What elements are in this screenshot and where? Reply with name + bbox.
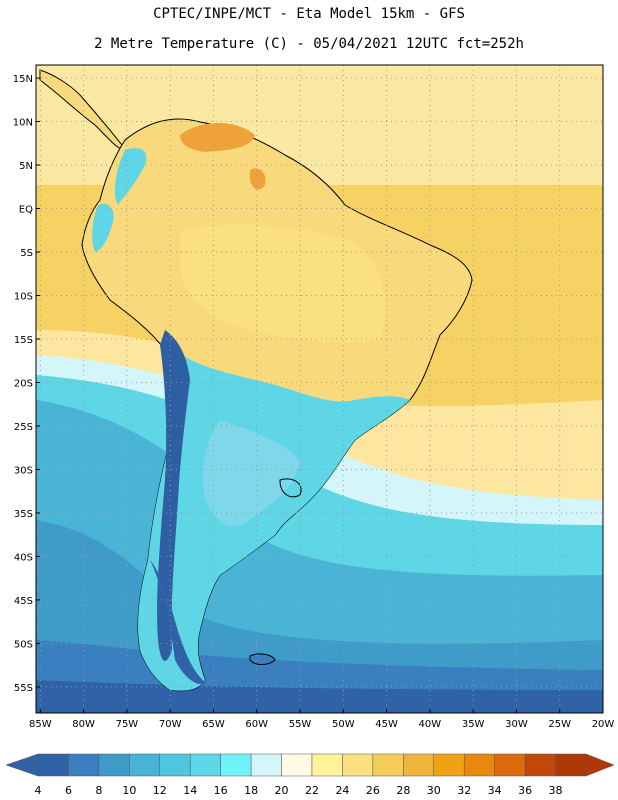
- colorbar-label: 22: [305, 784, 319, 797]
- andes-north-cool: [92, 148, 147, 252]
- venezuela-hot-area: [180, 122, 255, 152]
- latitude-label: 15S: [14, 335, 33, 346]
- colorbar-label: 20: [275, 784, 289, 797]
- latitude-label: 5S: [20, 248, 33, 259]
- colorbar-swatch: [159, 753, 191, 777]
- colorbar-swatch: [403, 753, 435, 777]
- southern-cone-cool-area: [137, 350, 410, 691]
- colorbar-label: 12: [153, 784, 167, 797]
- colorbar-label: 8: [95, 784, 102, 797]
- colorbar-swatch: [250, 753, 282, 777]
- latitude-label: 45S: [14, 596, 33, 607]
- longitude-label: 75W: [116, 719, 139, 730]
- latitude-label: 15N: [13, 74, 33, 85]
- colorbar-label: 32: [457, 784, 471, 797]
- colorbar-label: 14: [183, 784, 197, 797]
- colorbar-swatch: [281, 753, 313, 777]
- colorbar-label: 38: [549, 784, 563, 797]
- temperature-map: 15N 10N 5N EQ 5S 10S 15S 20S 25S 30S 35S 40S 45S 50S 5…: [13, 64, 614, 730]
- colorbar-label: 34: [488, 784, 502, 797]
- andes-cold-band: [157, 330, 190, 661]
- latitude-label: 5N: [19, 161, 33, 172]
- colorbar-labels: 4 6 8 10 12 14 16 18 20 22 24 26 28 30 32 34 36 38: [35, 784, 563, 797]
- latitude-labels: 15N 10N 5N EQ 5S 10S 15S 20S 25S 30S 35S 40S 45S 50S 5…: [13, 74, 40, 694]
- longitude-label: 20W: [592, 719, 615, 730]
- longitude-label: 35W: [462, 719, 485, 730]
- colorbar-swatch: [129, 753, 161, 777]
- latitude-label: 25S: [14, 422, 33, 433]
- colorbar-label: 28: [396, 784, 410, 797]
- colorbar-low-arrow: [5, 753, 39, 777]
- map-frame: [35, 64, 604, 714]
- lat-lon-grid: [36, 65, 603, 713]
- longitude-label: 30W: [505, 719, 528, 730]
- colorbar-label: 26: [366, 784, 380, 797]
- colorbar-swatch: [524, 753, 556, 777]
- colorbar-label: 36: [518, 784, 532, 797]
- colorbar-swatch: [433, 753, 465, 777]
- longitude-label: 70W: [159, 719, 182, 730]
- temperature-colorbar: 4 6 8 10 12 14 16 18 20 22 24 26 28 30 32 34 36 38: [5, 753, 615, 797]
- colorbar-swatch: [189, 753, 221, 777]
- patagonia-cold-area: [150, 560, 205, 684]
- colorbar-swatch: [463, 753, 495, 777]
- colorbar-label: 18: [244, 784, 258, 797]
- longitude-label: 45W: [375, 719, 398, 730]
- amazon-warm-area: [180, 224, 386, 342]
- latitude-label: 30S: [14, 465, 33, 476]
- colorbar-swatch: [342, 753, 374, 777]
- colorbar-swatch: [98, 753, 130, 777]
- colorbar-swatches: [5, 753, 615, 777]
- colorbar-label: 30: [427, 784, 441, 797]
- colorbar-swatch: [37, 753, 69, 777]
- pampas-area: [203, 420, 300, 527]
- colorbar-label: 4: [35, 784, 42, 797]
- latitude-label: EQ: [19, 205, 33, 216]
- colorbar-swatch: [372, 753, 404, 777]
- latitude-label: 40S: [14, 552, 33, 563]
- latitude-label: 50S: [14, 639, 33, 650]
- map-title-line-1: CPTEC/INPE/MCT - Eta Model 15km - GFS: [153, 6, 465, 22]
- guyana-hot-area: [249, 168, 266, 190]
- colorbar-swatch: [494, 753, 526, 777]
- longitude-label: 25W: [548, 719, 571, 730]
- longitude-label: 50W: [332, 719, 355, 730]
- longitude-label: 85W: [29, 719, 52, 730]
- longitude-label: 60W: [245, 719, 268, 730]
- map-field: [36, 65, 603, 713]
- falkland-islands: [249, 653, 276, 665]
- colorbar-high-arrow: [585, 753, 615, 777]
- longitude-label: 65W: [202, 719, 225, 730]
- latitude-label: 10S: [14, 291, 33, 302]
- latitude-label: 20S: [14, 378, 33, 389]
- longitude-label: 80W: [72, 719, 95, 730]
- colorbar-label: 10: [122, 784, 136, 797]
- longitude-label: 55W: [289, 719, 312, 730]
- colorbar-swatch: [555, 753, 587, 777]
- latitude-label: 10N: [13, 118, 33, 129]
- colorbar-label: 24: [335, 784, 349, 797]
- latitude-label: 55S: [14, 683, 33, 694]
- longitude-label: 40W: [419, 719, 442, 730]
- map-title-line-2: 2 Metre Temperature (C) - 05/04/2021 12U…: [94, 36, 524, 52]
- colorbar-swatch: [68, 753, 100, 777]
- colorbar-swatch: [311, 753, 343, 777]
- colorbar-swatch: [220, 753, 252, 777]
- latitude-label: 35S: [14, 509, 33, 520]
- colorbar-label: 16: [214, 784, 228, 797]
- colorbar-label: 6: [65, 784, 72, 797]
- longitude-labels: 85W 80W 75W 70W 65W 60W 55W 50W 45W 40W 35W 30W 25W 2…: [29, 709, 614, 730]
